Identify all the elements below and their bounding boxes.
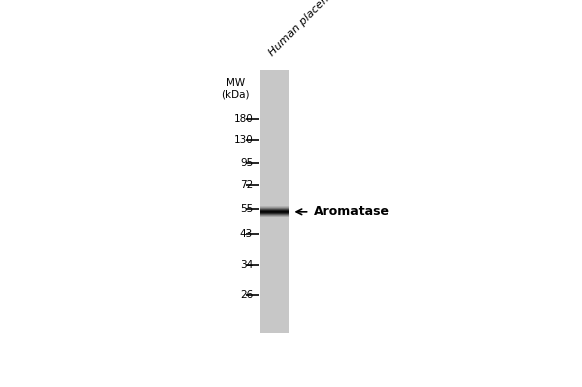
Text: Human placenta: Human placenta <box>267 0 339 58</box>
Text: 180: 180 <box>233 115 253 125</box>
Text: 43: 43 <box>240 229 253 239</box>
Text: Aromatase: Aromatase <box>314 205 390 218</box>
Text: MW
(kDa): MW (kDa) <box>221 78 249 99</box>
Text: 95: 95 <box>240 158 253 168</box>
Text: 72: 72 <box>240 180 253 190</box>
Text: 55: 55 <box>240 204 253 214</box>
Text: 26: 26 <box>240 290 253 300</box>
Text: 34: 34 <box>240 260 253 270</box>
Text: 130: 130 <box>233 135 253 145</box>
Bar <box>260 70 289 332</box>
